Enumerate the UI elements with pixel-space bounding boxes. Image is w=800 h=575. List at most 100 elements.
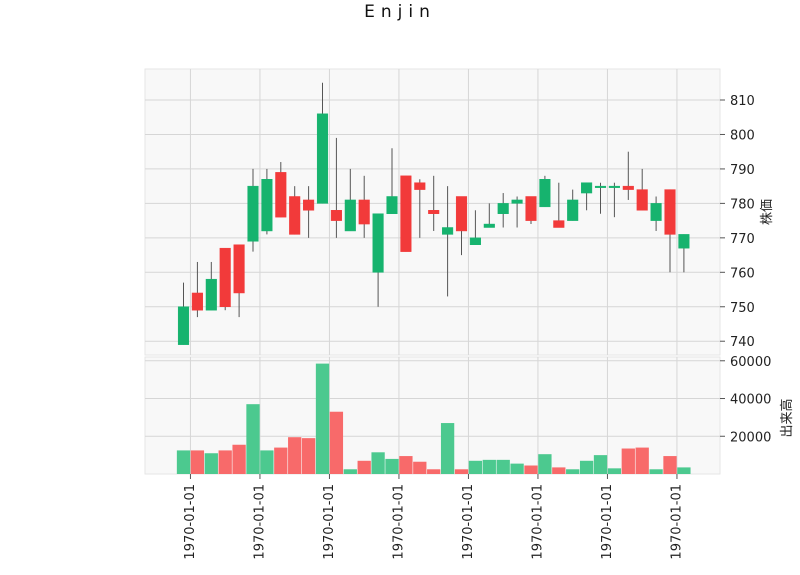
candle-body <box>594 185 607 188</box>
volume-bars <box>176 363 691 474</box>
volume-bar <box>371 452 385 474</box>
candle-body <box>678 234 690 249</box>
volume-bar <box>315 363 330 474</box>
volume-bar <box>621 448 635 474</box>
x-tick-label: 1970-01-01 <box>183 484 198 560</box>
candle-body <box>622 185 634 190</box>
price-tick-labels: 740 750 760 770 780 790 800 810 <box>720 94 755 350</box>
volume-gridlines <box>145 357 720 474</box>
candle-body <box>664 189 676 235</box>
volume-axis-title: 出来高 <box>779 398 795 437</box>
volume-bar <box>357 460 371 474</box>
volume-bar <box>482 459 496 474</box>
candle-body <box>442 227 454 235</box>
price-tick-label: 750 <box>730 301 755 316</box>
candle-body <box>233 244 245 294</box>
volume-bar <box>607 468 622 474</box>
x-tick-label: 1970-01-01 <box>252 484 267 560</box>
candle-body <box>191 292 203 311</box>
price-tick-label: 790 <box>730 163 755 178</box>
price-panel: 740 750 760 770 780 790 800 810 <box>144 68 755 356</box>
candle-body <box>205 278 217 311</box>
volume-bar <box>635 447 649 474</box>
volume-bar <box>593 455 608 474</box>
volume-bar <box>579 460 594 474</box>
chart-title: Enjin <box>364 2 436 22</box>
candles <box>177 82 690 345</box>
price-tick-label: 800 <box>730 128 755 143</box>
candle-body <box>275 172 287 218</box>
candle-body <box>636 189 648 211</box>
volume-bar <box>566 469 580 474</box>
candle-body <box>344 199 356 232</box>
price-gridlines <box>145 69 720 355</box>
price-tick-label: 780 <box>730 197 755 212</box>
candle-body <box>539 179 551 208</box>
price-axis-title: 株価 <box>760 199 775 225</box>
price-tick-label: 740 <box>730 335 755 350</box>
volume-bar <box>343 469 357 474</box>
candle-body <box>289 196 301 235</box>
volume-bar <box>440 423 455 474</box>
volume-bar <box>232 444 246 474</box>
candle-body <box>316 113 329 204</box>
candle-body <box>581 182 593 194</box>
x-tick-label: 1970-01-01 <box>322 484 337 560</box>
volume-bar <box>468 460 483 474</box>
x-tick-label: 1970-01-01 <box>669 484 684 560</box>
candle-body <box>428 210 440 214</box>
candle-body <box>469 237 481 245</box>
volume-bar <box>552 467 566 474</box>
candle-body <box>261 179 273 232</box>
candle-body <box>177 306 190 345</box>
volume-bar <box>218 450 232 474</box>
volume-bar <box>538 454 552 474</box>
volume-bar <box>496 459 510 474</box>
candle-body <box>553 220 565 228</box>
candle-body <box>358 199 370 225</box>
candle-body <box>414 182 426 190</box>
volume-bar <box>246 404 260 474</box>
candle-body <box>511 199 523 204</box>
candle-body <box>247 185 259 242</box>
candle-body <box>455 196 468 232</box>
candle-body <box>372 213 384 273</box>
x-tick-labels: 1970-01-01 1970-01-01 1970-01-01 1970-01-01… <box>183 474 684 560</box>
price-tick-label: 770 <box>730 232 755 247</box>
volume-bar <box>301 438 316 474</box>
volume-bar <box>413 461 427 474</box>
x-tick-label: 1970-01-01 <box>600 484 615 560</box>
candle-body <box>608 185 620 188</box>
candle-body <box>525 196 537 221</box>
volume-bar <box>677 467 691 474</box>
candle-body <box>303 199 315 211</box>
volume-bar <box>176 450 191 474</box>
candle-body <box>567 199 579 221</box>
candle-body <box>330 210 342 221</box>
volume-bar <box>649 469 663 474</box>
x-tick-label: 1970-01-01 <box>530 484 545 560</box>
volume-bar <box>454 469 469 474</box>
price-tick-label: 810 <box>730 94 755 109</box>
volume-tick-label: 60000 <box>730 355 771 370</box>
volume-bar <box>510 463 524 474</box>
x-tick-label: 1970-01-01 <box>391 484 406 560</box>
volume-tick-labels: 20000 40000 60000 <box>720 355 771 445</box>
volume-bar <box>190 450 205 474</box>
volume-bar <box>329 411 344 474</box>
candle-body <box>400 175 412 252</box>
volume-bar <box>260 450 274 474</box>
volume-tick-label: 40000 <box>730 393 771 408</box>
candle-body <box>483 223 495 228</box>
volume-bar <box>274 447 288 474</box>
volume-bar <box>399 456 413 474</box>
volume-bar <box>204 453 218 474</box>
volume-bar <box>288 437 302 474</box>
candle-body <box>650 203 662 221</box>
volume-panel: 20000 40000 60000 <box>144 355 771 475</box>
volume-bar <box>663 456 677 474</box>
candle-body <box>386 196 398 214</box>
volume-bar <box>524 465 538 474</box>
volume-bar <box>385 458 399 474</box>
